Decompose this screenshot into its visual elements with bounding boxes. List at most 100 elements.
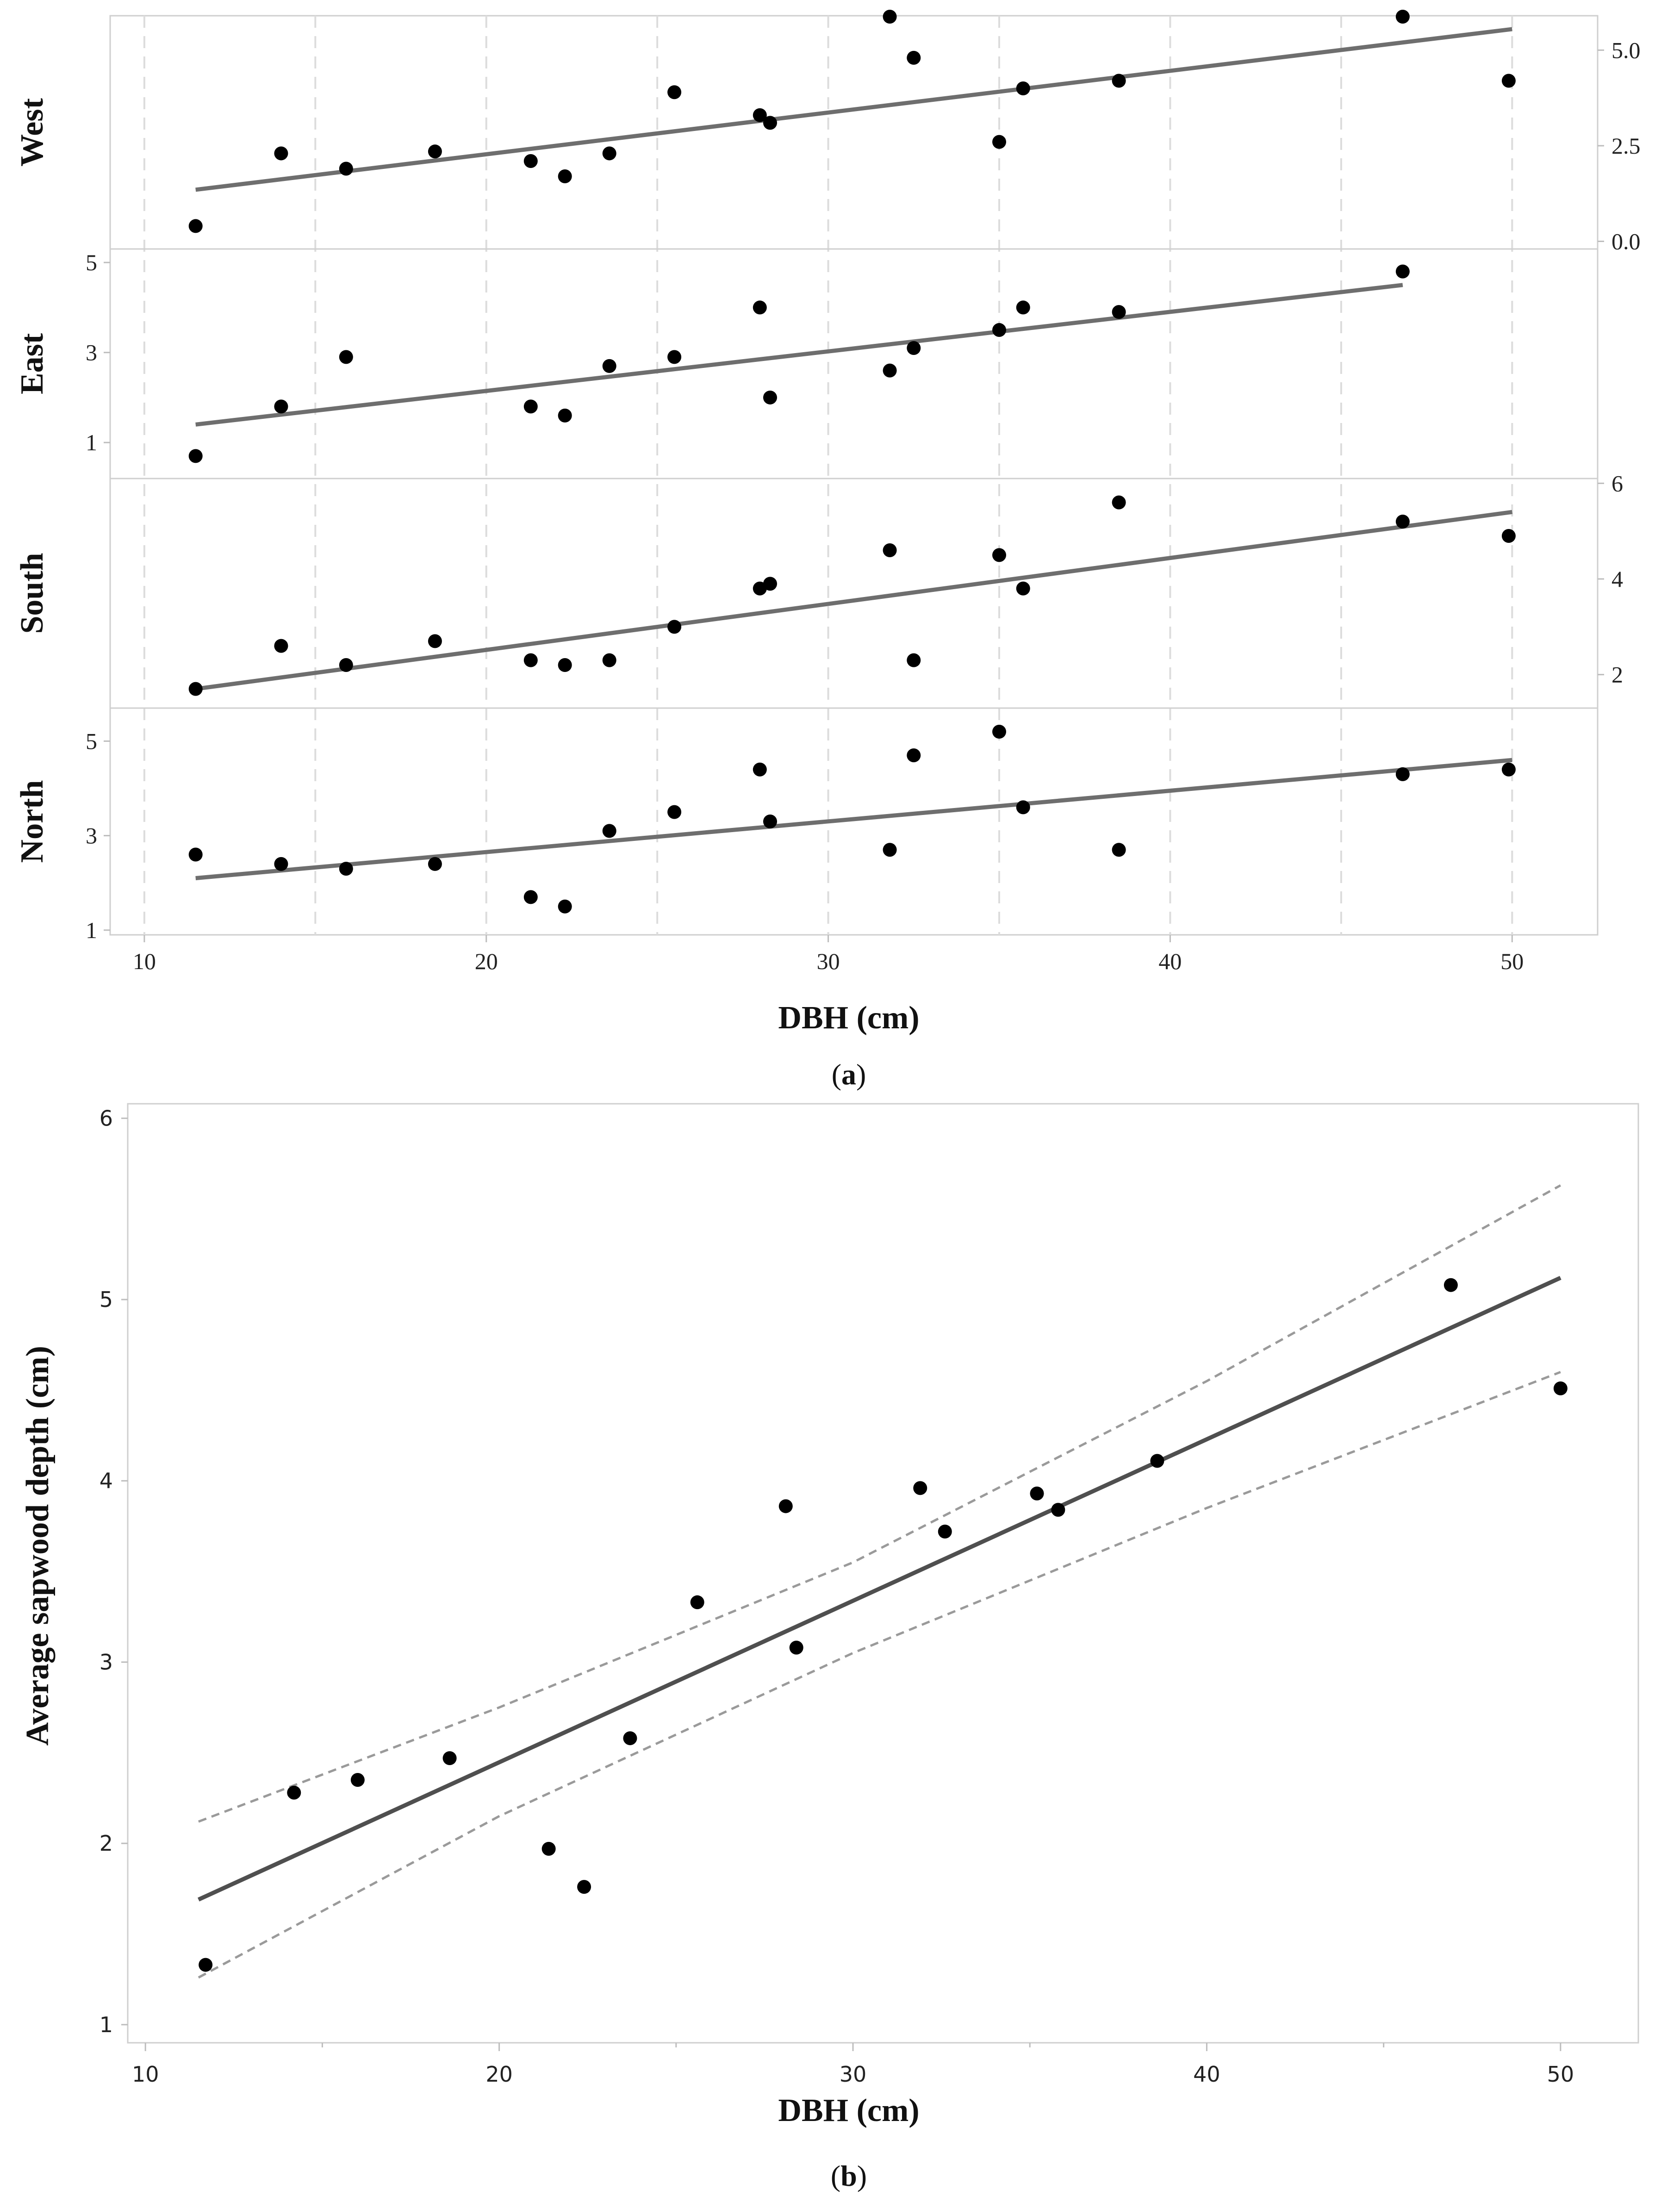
point-north-1 [274, 857, 288, 871]
y-tick-label-south-1: 4 [1612, 566, 1623, 592]
panel-b-point-11 [938, 1524, 952, 1539]
facet-west: West 0.0 2.5 5.0 [14, 10, 1641, 254]
point-east-14 [1395, 264, 1410, 279]
panel-a-caption: (a) [832, 1058, 866, 1091]
point-east-0 [188, 449, 203, 463]
point-south-11 [907, 653, 921, 667]
point-east-12 [1016, 300, 1030, 315]
panel-a-x-tick-label-3: 40 [1158, 948, 1182, 974]
panel-b-point-12 [1030, 1487, 1044, 1501]
point-west-0 [188, 219, 203, 233]
panel-b-point-10 [913, 1481, 927, 1495]
point-north-3 [428, 857, 442, 871]
point-west-15 [1395, 10, 1410, 24]
panel-b-point-15 [1444, 1278, 1458, 1292]
point-west-4 [523, 154, 538, 168]
panel-b-y-tick-label-0: 1 [100, 2012, 113, 2037]
panel-b-y-tick-label-2: 3 [100, 1649, 113, 1674]
panel-a-x-axis-title: DBH (cm) [778, 1000, 919, 1036]
point-north-15 [1395, 767, 1410, 781]
panel-b-x-tick-label-3: 40 [1193, 2062, 1220, 2087]
fit-line-west [195, 27, 1512, 192]
point-south-9 [763, 577, 777, 591]
panel-b-y-tick-label-5: 6 [100, 1106, 113, 1131]
point-north-7 [667, 805, 682, 819]
point-west-1 [274, 146, 288, 161]
point-north-0 [188, 847, 203, 862]
panel-b-caption: (b) [831, 2159, 867, 2192]
panel-b-x-tick-label-4: 50 [1547, 2062, 1574, 2087]
panel-a-x-tick-label-4: 50 [1500, 948, 1524, 974]
panel-a-x-tick-label-0: 10 [133, 948, 156, 974]
point-west-11 [907, 50, 921, 65]
point-east-1 [274, 399, 288, 414]
point-north-6 [602, 824, 616, 838]
y-tick-label-east-0: 1 [86, 429, 97, 455]
point-west-3 [428, 144, 442, 159]
point-north-12 [992, 725, 1007, 739]
confidence-band-lower [198, 1371, 1561, 1979]
point-south-13 [1016, 581, 1030, 596]
panel-b-x-tick-label-1: 20 [485, 2062, 513, 2087]
point-west-5 [558, 169, 572, 184]
point-west-8 [753, 108, 767, 122]
panel-b-point-16 [1553, 1381, 1568, 1395]
facet-label-south: South [14, 553, 50, 634]
panel-b-point-0 [199, 1958, 213, 1972]
y-tick-label-east-2: 5 [86, 249, 97, 275]
regression-line [198, 1275, 1562, 1902]
point-north-4 [523, 890, 538, 904]
point-south-3 [428, 634, 442, 648]
panel-b-y-tick-label-1: 2 [100, 1831, 113, 1856]
point-south-6 [602, 653, 616, 667]
point-south-7 [667, 620, 682, 634]
panel-b-point-3 [442, 1751, 457, 1766]
panel-b-x-axis-title: DBH (cm) [778, 2093, 919, 2128]
point-east-6 [667, 350, 682, 364]
point-south-14 [1112, 495, 1126, 510]
confidence-band-upper [198, 1184, 1562, 1823]
point-west-2 [339, 162, 353, 176]
panel-b-point-7 [690, 1595, 704, 1610]
point-west-12 [992, 135, 1007, 149]
point-south-16 [1501, 529, 1516, 543]
panel-b-x-tick-label-2: 30 [840, 2062, 867, 2087]
point-east-3 [523, 399, 538, 414]
point-north-9 [763, 815, 777, 828]
panel-a-x-tick-label-1: 20 [475, 948, 498, 974]
panel-b-y-tick-label-3: 4 [100, 1468, 113, 1493]
fit-line-north [195, 758, 1512, 880]
fit-line-east [195, 283, 1403, 427]
point-north-11 [907, 748, 921, 763]
panel-b-point-8 [778, 1499, 793, 1513]
point-north-10 [883, 843, 897, 857]
panel-b-frame [127, 1103, 1639, 2044]
point-south-0 [188, 682, 203, 696]
panel-b-point-14 [1150, 1454, 1164, 1468]
point-west-16 [1501, 74, 1516, 88]
panel-b-point-1 [287, 1785, 301, 1800]
point-south-15 [1395, 515, 1410, 529]
y-tick-label-east-1: 3 [86, 340, 97, 366]
point-east-10 [907, 341, 921, 355]
point-east-13 [1112, 305, 1126, 319]
point-east-8 [763, 390, 777, 404]
facet-south: South 2 4 6 [14, 470, 1623, 696]
y-tick-label-north-0: 1 [86, 917, 97, 943]
panel-b-point-6 [623, 1731, 637, 1745]
panel-b-point-5 [577, 1880, 591, 1894]
point-east-7 [753, 300, 767, 315]
point-west-6 [602, 146, 616, 161]
point-north-14 [1112, 843, 1126, 857]
point-east-4 [558, 408, 572, 423]
y-tick-label-west-1: 2.5 [1612, 133, 1641, 159]
panel-a-x-tick-label-2: 30 [817, 948, 840, 974]
point-east-2 [339, 350, 353, 364]
y-tick-label-south-2: 6 [1612, 470, 1623, 496]
y-tick-label-north-2: 5 [86, 728, 97, 754]
point-west-7 [667, 85, 682, 100]
point-north-8 [753, 762, 767, 777]
panel-b-point-2 [350, 1773, 365, 1787]
panel-a-frame [109, 15, 1599, 936]
